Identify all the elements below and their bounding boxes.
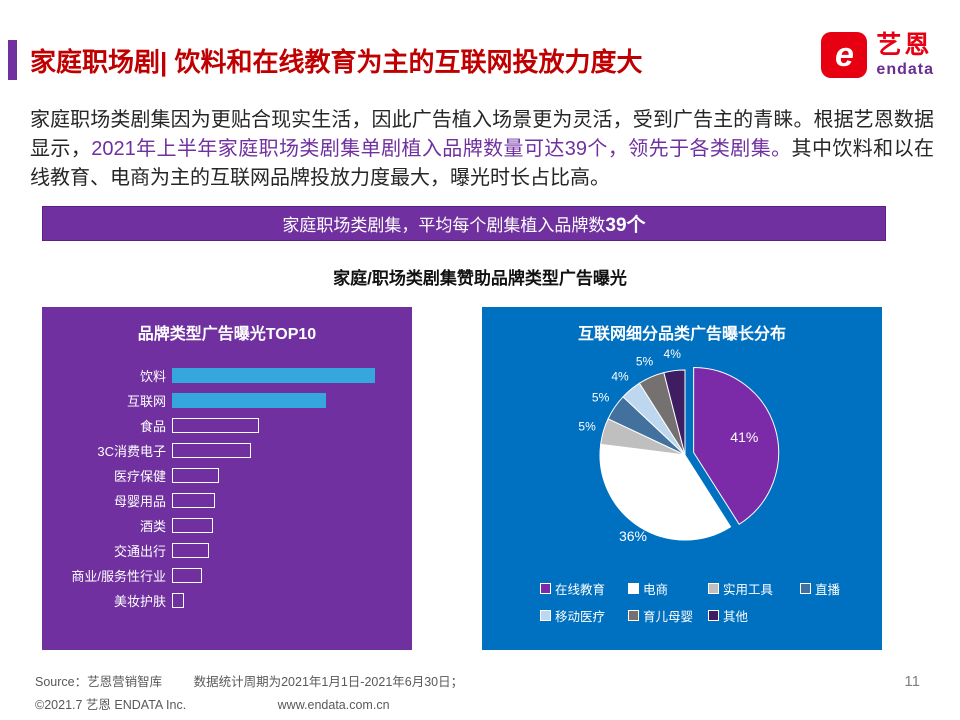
bar-category-label: 食品 bbox=[139, 419, 166, 434]
data-period: 数据统计周期为2021年1月1日-2021年6月30日； bbox=[193, 675, 464, 689]
legend-item-在线教育: 在线教育 bbox=[540, 579, 628, 598]
legend-swatch bbox=[628, 583, 639, 594]
legend-item-电商: 电商 bbox=[628, 579, 708, 598]
legend-swatch bbox=[540, 610, 551, 621]
pie-slice-在线教育 bbox=[693, 366, 780, 525]
bar-category-label: 3C消费电子 bbox=[97, 444, 166, 459]
bar-互联网 bbox=[172, 393, 327, 408]
pie-legend: 在线教育 电商 实用工具 直播移动医疗 育儿母婴 其他 bbox=[540, 579, 866, 625]
legend-swatch bbox=[540, 583, 551, 594]
bar-category-label: 医疗保健 bbox=[113, 469, 166, 484]
bar-chart: 饮料互联网食品 3C消费电子医疗保健母婴用品酒类交通出行商业/服务性行业美妆护肤 bbox=[42, 363, 412, 613]
intro-part1: 家庭职场类剧集因为更贴合现实生活，因此广告植入场景更为灵活，受到广告主的青睐。根… bbox=[30, 109, 934, 160]
key-stat-banner: 家庭职场类剧集，平均每个剧集植入品牌数 39个 bbox=[42, 206, 886, 241]
bar-交通出行 bbox=[172, 543, 209, 558]
pie-value-label: 5% bbox=[578, 420, 596, 434]
pie-value-label: 4% bbox=[611, 369, 629, 383]
legend-swatch bbox=[708, 610, 719, 621]
bar-食品 bbox=[172, 418, 260, 433]
footer-copyright-line: ©2021.7 艺恩 ENDATA Inc. www.endata.com.cn bbox=[35, 694, 390, 713]
banner-text: 家庭职场类剧集，平均每个剧集植入品牌数 bbox=[282, 216, 606, 235]
pie-value-label: 36% bbox=[619, 528, 647, 544]
bar-饮料 bbox=[172, 368, 375, 383]
intro-paragraph: 家庭职场类剧集因为更贴合现实生活，因此广告植入场景更为灵活，受到广告主的青睐。根… bbox=[30, 106, 934, 193]
bar-category-label: 交通出行 bbox=[113, 544, 166, 559]
bar-category-label: 母婴用品 bbox=[113, 494, 166, 509]
legend-item-其他: 其他 bbox=[708, 606, 800, 625]
legend-label: 其他 bbox=[723, 610, 749, 624]
bar-母婴用品 bbox=[172, 493, 215, 508]
bar-row: 母婴用品 bbox=[42, 488, 412, 513]
bar-3C消费电子 bbox=[172, 443, 252, 458]
bar-row: 商业/服务性行业 bbox=[42, 563, 412, 588]
legend-label: 直播 bbox=[815, 583, 841, 597]
pie-value-label: 5% bbox=[592, 391, 610, 405]
legend-label: 电商 bbox=[643, 583, 669, 597]
intro-emphasis: 2021年上半年家庭职场类剧集单剧植入品牌数量可达39个，领先于各类剧集。 bbox=[91, 138, 792, 160]
website-url: www.endata.com.cn bbox=[277, 698, 390, 712]
pie-chart-panel: 互联网细分品类广告曝长分布 41% 36% 5% 5% 4% 5% 4% 在线教育 电商 实用工… bbox=[482, 307, 882, 650]
bar-酒类 bbox=[172, 518, 213, 533]
page-number: 11 bbox=[904, 673, 920, 690]
legend-label: 实用工具 bbox=[723, 583, 774, 597]
legend-swatch bbox=[628, 610, 639, 621]
page-title: 家庭职场剧| 饮料和在线教育为主的互联网投放力度大 bbox=[30, 47, 643, 77]
bar-美妆护肤 bbox=[172, 593, 185, 608]
bar-category-label: 互联网 bbox=[126, 394, 166, 409]
title-accent-bar bbox=[8, 40, 17, 80]
section-title: 家庭/职场类剧集赞助品牌类型广告曝光 bbox=[333, 269, 627, 288]
bar-category-label: 饮料 bbox=[139, 369, 166, 384]
bar-医疗保健 bbox=[172, 468, 219, 483]
bar-row: 交通出行 bbox=[42, 538, 412, 563]
bar-row: 互联网 bbox=[42, 388, 412, 413]
pie-slice-电商 bbox=[599, 443, 732, 541]
pie-slice-其他 bbox=[663, 369, 686, 456]
logo-text: 艺恩 endata bbox=[876, 30, 934, 78]
endata-logo-icon: e bbox=[821, 32, 868, 78]
logo-brand-cn: 艺恩 bbox=[876, 30, 933, 59]
legend-item-实用工具: 实用工具 bbox=[708, 579, 800, 598]
bar-row: 3C消费电子 bbox=[42, 438, 412, 463]
bar-row: 饮料 bbox=[42, 363, 412, 388]
footer-source-line: Source：艺恩营销智库 数据统计周期为2021年1月1日-2021年6月30… bbox=[35, 671, 463, 690]
legend-swatch bbox=[800, 583, 811, 594]
legend-label: 移动医疗 bbox=[555, 610, 606, 624]
legend-label: 在线教育 bbox=[555, 583, 606, 597]
intro-part2: 其中饮料和以在线教育、电商为主的互联网品牌投放力度最大，曝光时长占比高。 bbox=[30, 138, 934, 189]
bar-chart-title: 品牌类型广告曝光TOP10 bbox=[137, 326, 317, 343]
legend-item-移动医疗: 移动医疗 bbox=[540, 606, 628, 625]
bar-row: 食品 bbox=[42, 413, 412, 438]
pie-value-label: 41% bbox=[730, 429, 758, 445]
pie-value-label: 4% bbox=[664, 347, 682, 361]
pie-chart-title: 互联网细分品类广告曝长分布 bbox=[577, 326, 786, 343]
legend-item-育儿母婴: 育儿母婴 bbox=[628, 606, 708, 625]
banner-highlight: 39个 bbox=[605, 215, 646, 236]
bar-category-label: 酒类 bbox=[139, 519, 166, 534]
bar-row: 美妆护肤 bbox=[42, 588, 412, 613]
bar-chart-panel: 品牌类型广告曝光TOP10 饮料互联网食品 3C消费电子医疗保健母婴用品酒类交通出… bbox=[42, 307, 412, 650]
endata-logo: e 艺恩 endata bbox=[821, 32, 934, 78]
logo-brand-en: endata bbox=[876, 60, 934, 78]
bar-商业/服务性行业 bbox=[172, 568, 203, 583]
source-label: Source：艺恩营销智库 bbox=[35, 675, 163, 689]
pie-value-label: 5% bbox=[636, 354, 654, 368]
bar-row: 酒类 bbox=[42, 513, 412, 538]
bar-category-label: 商业/服务性行业 bbox=[71, 569, 166, 584]
copyright-text: ©2021.7 艺恩 ENDATA Inc. bbox=[35, 698, 187, 712]
bar-category-label: 美妆护肤 bbox=[113, 594, 166, 609]
legend-label: 育儿母婴 bbox=[643, 610, 694, 624]
legend-swatch bbox=[708, 583, 719, 594]
legend-item-直播: 直播 bbox=[800, 579, 866, 598]
bar-row: 医疗保健 bbox=[42, 463, 412, 488]
pie-chart: 41%36%5%5%4%5%4% bbox=[578, 347, 780, 544]
